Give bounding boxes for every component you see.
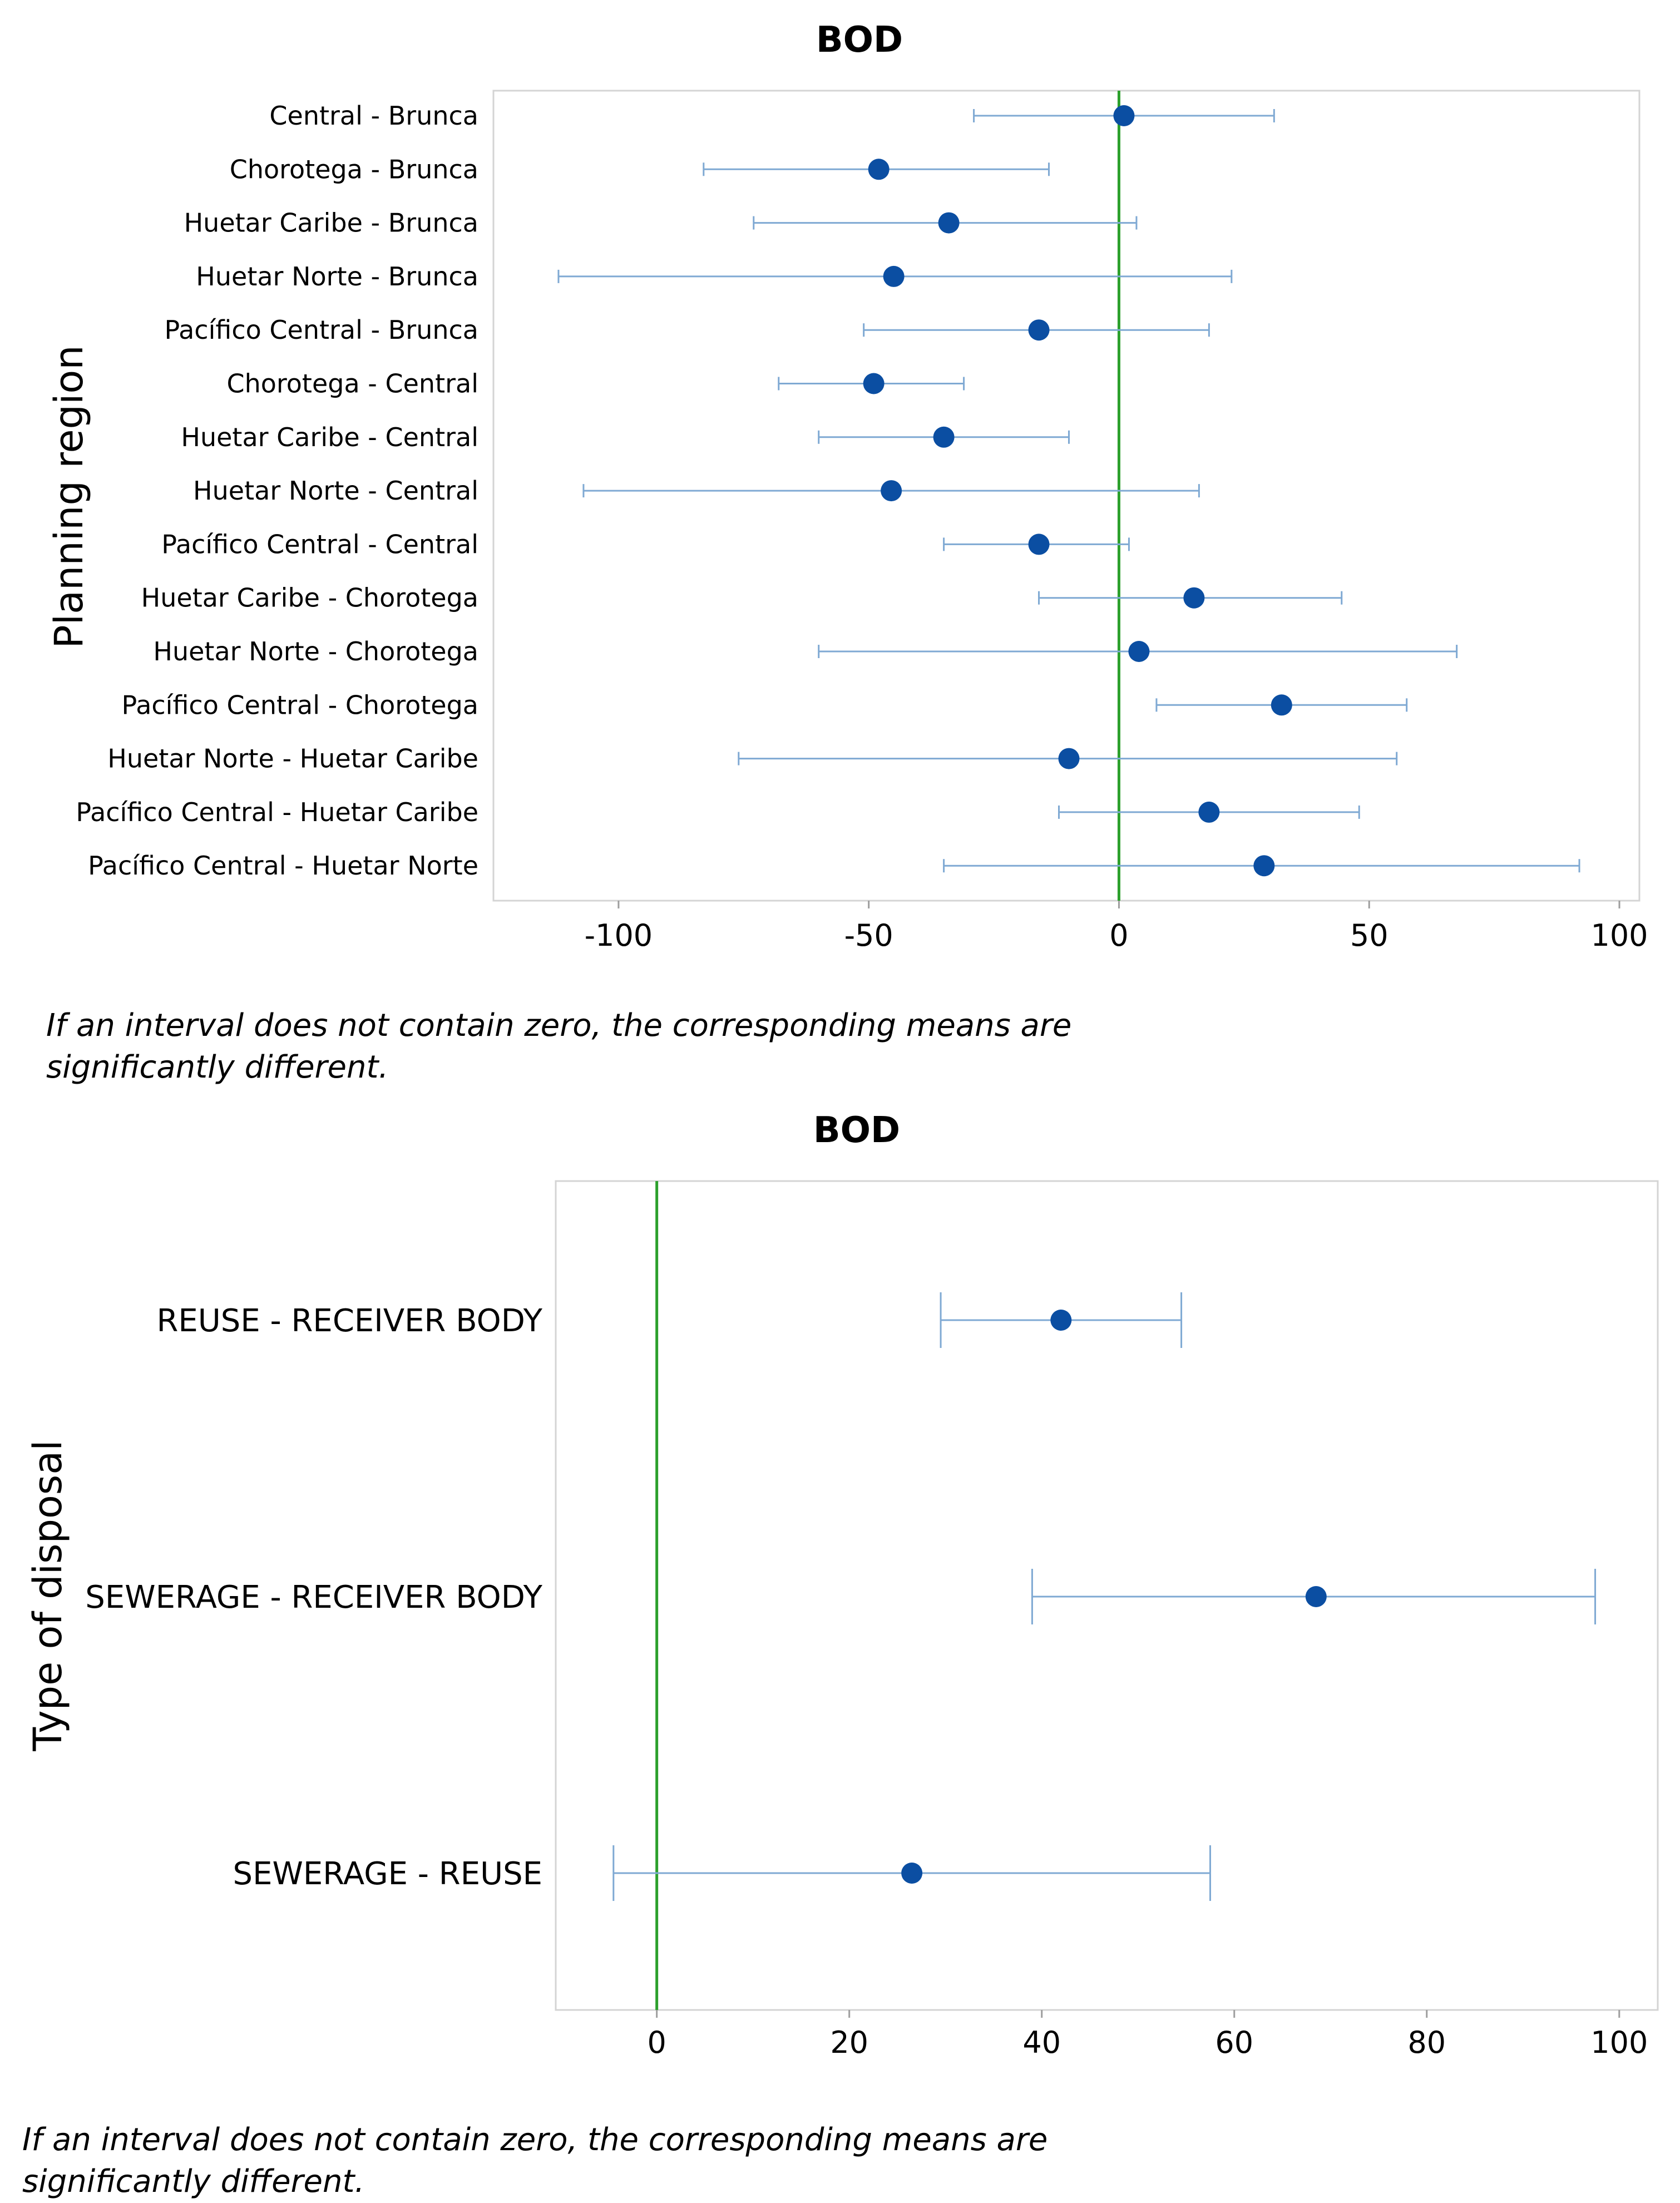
estimate-point	[1253, 855, 1275, 877]
interval-row: Huetar Caribe - Chorotega	[141, 583, 1343, 613]
chart-1: BOD Planning region -100 -50 0 50 100 Centra…	[46, 19, 1648, 1085]
interval-row: Pacífico Central - Chorotega	[122, 690, 1408, 720]
chart-2-title: BOD	[813, 1110, 900, 1151]
chart-2-plot-area	[555, 1180, 1659, 2011]
estimate-point	[1028, 319, 1050, 341]
interval-row: Huetar Norte - Chorotega	[153, 636, 1458, 666]
category-label: Huetar Caribe - Chorotega	[141, 583, 478, 613]
x-tick-label: 40	[1022, 2025, 1061, 2060]
chart-1-rows: Central - Brunca Chorotega - Brunca Huetar…	[76, 101, 1580, 881]
estimate-point	[883, 265, 905, 287]
x-tick-label: 60	[1215, 2025, 1253, 2060]
interval-row: Pacífico Central - Huetar Norte	[88, 851, 1580, 881]
interval-row: SEWERAGE - RECEIVER BODY	[85, 1569, 1597, 1624]
chart-2-note-line-1: If an interval does not contain zero, th…	[22, 2122, 1047, 2158]
interval-row: Huetar Caribe - Central	[181, 422, 1070, 452]
category-label: SEWERAGE - REUSE	[233, 1856, 542, 1892]
chart-1-note-line-1: If an interval does not contain zero, th…	[46, 1007, 1071, 1044]
estimate-point	[1183, 587, 1205, 609]
chart-1-title: BOD	[816, 19, 903, 61]
estimate-point	[933, 426, 955, 448]
estimate-point	[881, 480, 902, 502]
x-tick-label: 100	[1590, 918, 1648, 953]
x-tick-label: -50	[844, 918, 893, 953]
interval-row: Huetar Norte - Central	[193, 476, 1200, 506]
interval-row: SEWERAGE - REUSE	[233, 1845, 1211, 1901]
estimate-point	[1305, 1586, 1327, 1607]
x-tick-label: 0	[647, 2025, 666, 2060]
interval-row: REUSE - RECEIVER BODY	[157, 1292, 1183, 1348]
interval-row: Chorotega - Central	[226, 369, 965, 399]
chart-2-x-axis: 0 20 40 60 80 100	[647, 2010, 1648, 2060]
estimate-point	[901, 1863, 923, 1884]
category-label: Pacífico Central - Central	[161, 529, 478, 559]
category-label: Chorotega - Central	[226, 369, 478, 399]
estimate-point	[1271, 694, 1292, 716]
interval-row: Pacífico Central - Central	[161, 529, 1130, 559]
category-label: Central - Brunca	[269, 101, 478, 131]
category-label: Pacífico Central - Huetar Norte	[88, 851, 478, 881]
chart-2-note-line-2: significantly different.	[22, 2164, 364, 2200]
estimate-point	[1198, 801, 1220, 823]
chart-1-y-axis-title: Planning region	[46, 345, 92, 648]
category-label: SEWERAGE - RECEIVER BODY	[85, 1579, 543, 1616]
interval-row: Pacífico Central - Huetar Caribe	[76, 797, 1360, 827]
category-label: Huetar Caribe - Central	[181, 422, 478, 452]
estimate-point	[938, 212, 960, 234]
x-tick-label: 20	[830, 2025, 868, 2060]
estimate-point	[1113, 105, 1135, 126]
x-tick-label: -100	[585, 918, 653, 953]
interval-row: Huetar Caribe - Brunca	[184, 208, 1138, 238]
chart-1-plot-area	[492, 90, 1641, 902]
interval-row: Chorotega - Brunca	[230, 154, 1050, 184]
estimate-point	[1050, 1310, 1072, 1331]
estimate-point	[1128, 641, 1150, 662]
category-label: Huetar Caribe - Brunca	[184, 208, 478, 238]
chart-2: BOD Type of disposal 0 20 40 60 80 100 REUSE …	[22, 1110, 1659, 2200]
interval-row: Huetar Norte - Brunca	[196, 261, 1233, 292]
category-label: Pacífico Central - Chorotega	[122, 690, 478, 720]
category-label: Pacífico Central - Huetar Caribe	[76, 797, 478, 827]
category-label: Chorotega - Brunca	[230, 154, 478, 184]
category-label: REUSE - RECEIVER BODY	[157, 1303, 543, 1339]
chart-2-y-axis-title: Type of disposal	[25, 1440, 71, 1751]
category-label: Huetar Norte - Chorotega	[153, 636, 478, 666]
estimate-point	[1058, 748, 1080, 769]
category-label: Pacífico Central - Brunca	[164, 315, 478, 345]
interval-row: Pacífico Central - Brunca	[164, 315, 1210, 345]
category-label: Huetar Norte - Central	[193, 476, 478, 506]
estimate-point	[863, 373, 885, 394]
estimate-point	[1028, 534, 1050, 555]
x-tick-label: 50	[1350, 918, 1389, 953]
interval-row: Central - Brunca	[269, 101, 1275, 131]
chart-1-x-axis: -100 -50 0 50 100	[585, 901, 1648, 953]
category-label: Huetar Norte - Huetar Caribe	[107, 744, 478, 774]
category-label: Huetar Norte - Brunca	[196, 261, 478, 292]
x-tick-label: 0	[1109, 918, 1128, 953]
chart-2-rows: REUSE - RECEIVER BODY SEWERAGE - RECEIVER…	[85, 1292, 1597, 1901]
interval-row: Huetar Norte - Huetar Caribe	[107, 744, 1398, 774]
x-tick-label: 100	[1590, 2025, 1648, 2060]
chart-1-note-line-2: significantly different.	[46, 1049, 388, 1085]
estimate-point	[868, 159, 890, 180]
x-tick-label: 80	[1407, 2025, 1446, 2060]
